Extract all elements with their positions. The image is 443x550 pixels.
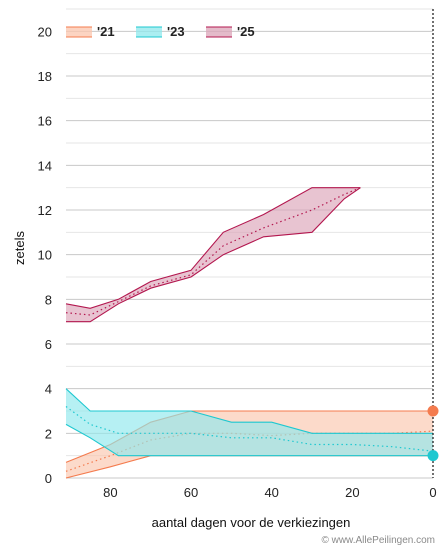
y-tick-label: 10 (38, 248, 52, 263)
series-band (65, 388, 434, 457)
legend-swatch (66, 27, 92, 37)
y-tick-label: 0 (45, 471, 52, 486)
y-tick-label: 2 (45, 426, 52, 441)
legend-item: '23 (136, 24, 185, 39)
end-value-dot (427, 450, 439, 462)
x-tick-label: 0 (429, 485, 436, 500)
end-value-dot (427, 405, 439, 417)
legend-label: '25 (237, 24, 255, 39)
credit-text: © www.AllePeilingen.com (321, 535, 435, 546)
legend-swatch (136, 27, 162, 37)
legend-item: '21 (66, 24, 115, 39)
grid-lines (66, 8, 433, 479)
x-tick-labels: 80 60 40 20 0 (103, 485, 436, 500)
x-tick-label: 20 (345, 485, 359, 500)
legend-item: '25 (206, 24, 255, 39)
series-mid-line (65, 406, 434, 452)
legend-swatch (206, 27, 232, 37)
legend-label: '23 (167, 24, 185, 39)
series-bands (65, 187, 434, 479)
legend-label: '21 (97, 24, 115, 39)
series-low-line (65, 423, 433, 457)
x-tick-label: 40 (264, 485, 278, 500)
x-axis-title: aantal dagen voor de verkiezingen (152, 515, 351, 530)
x-tick-label: 80 (103, 485, 117, 500)
series-high-line (65, 187, 361, 309)
y-tick-label: 4 (45, 382, 52, 397)
series-high-line (65, 388, 433, 434)
y-tick-labels: 0 2 4 6 8 10 12 14 16 18 20 (38, 24, 52, 486)
end-value-dots (427, 405, 439, 462)
y-axis-title: zetels (12, 231, 27, 265)
y-tick-label: 12 (38, 203, 52, 218)
y-tick-label: 14 (38, 158, 52, 173)
y-tick-label: 18 (38, 69, 52, 84)
y-tick-label: 16 (38, 114, 52, 129)
x-tick-label: 60 (184, 485, 198, 500)
series-low-line (66, 187, 361, 323)
y-tick-label: 8 (45, 292, 52, 307)
series-band (65, 187, 361, 323)
y-tick-label: 20 (38, 24, 52, 39)
y-tick-label: 6 (45, 337, 52, 352)
legend: '21 '23 '25 (66, 24, 255, 39)
